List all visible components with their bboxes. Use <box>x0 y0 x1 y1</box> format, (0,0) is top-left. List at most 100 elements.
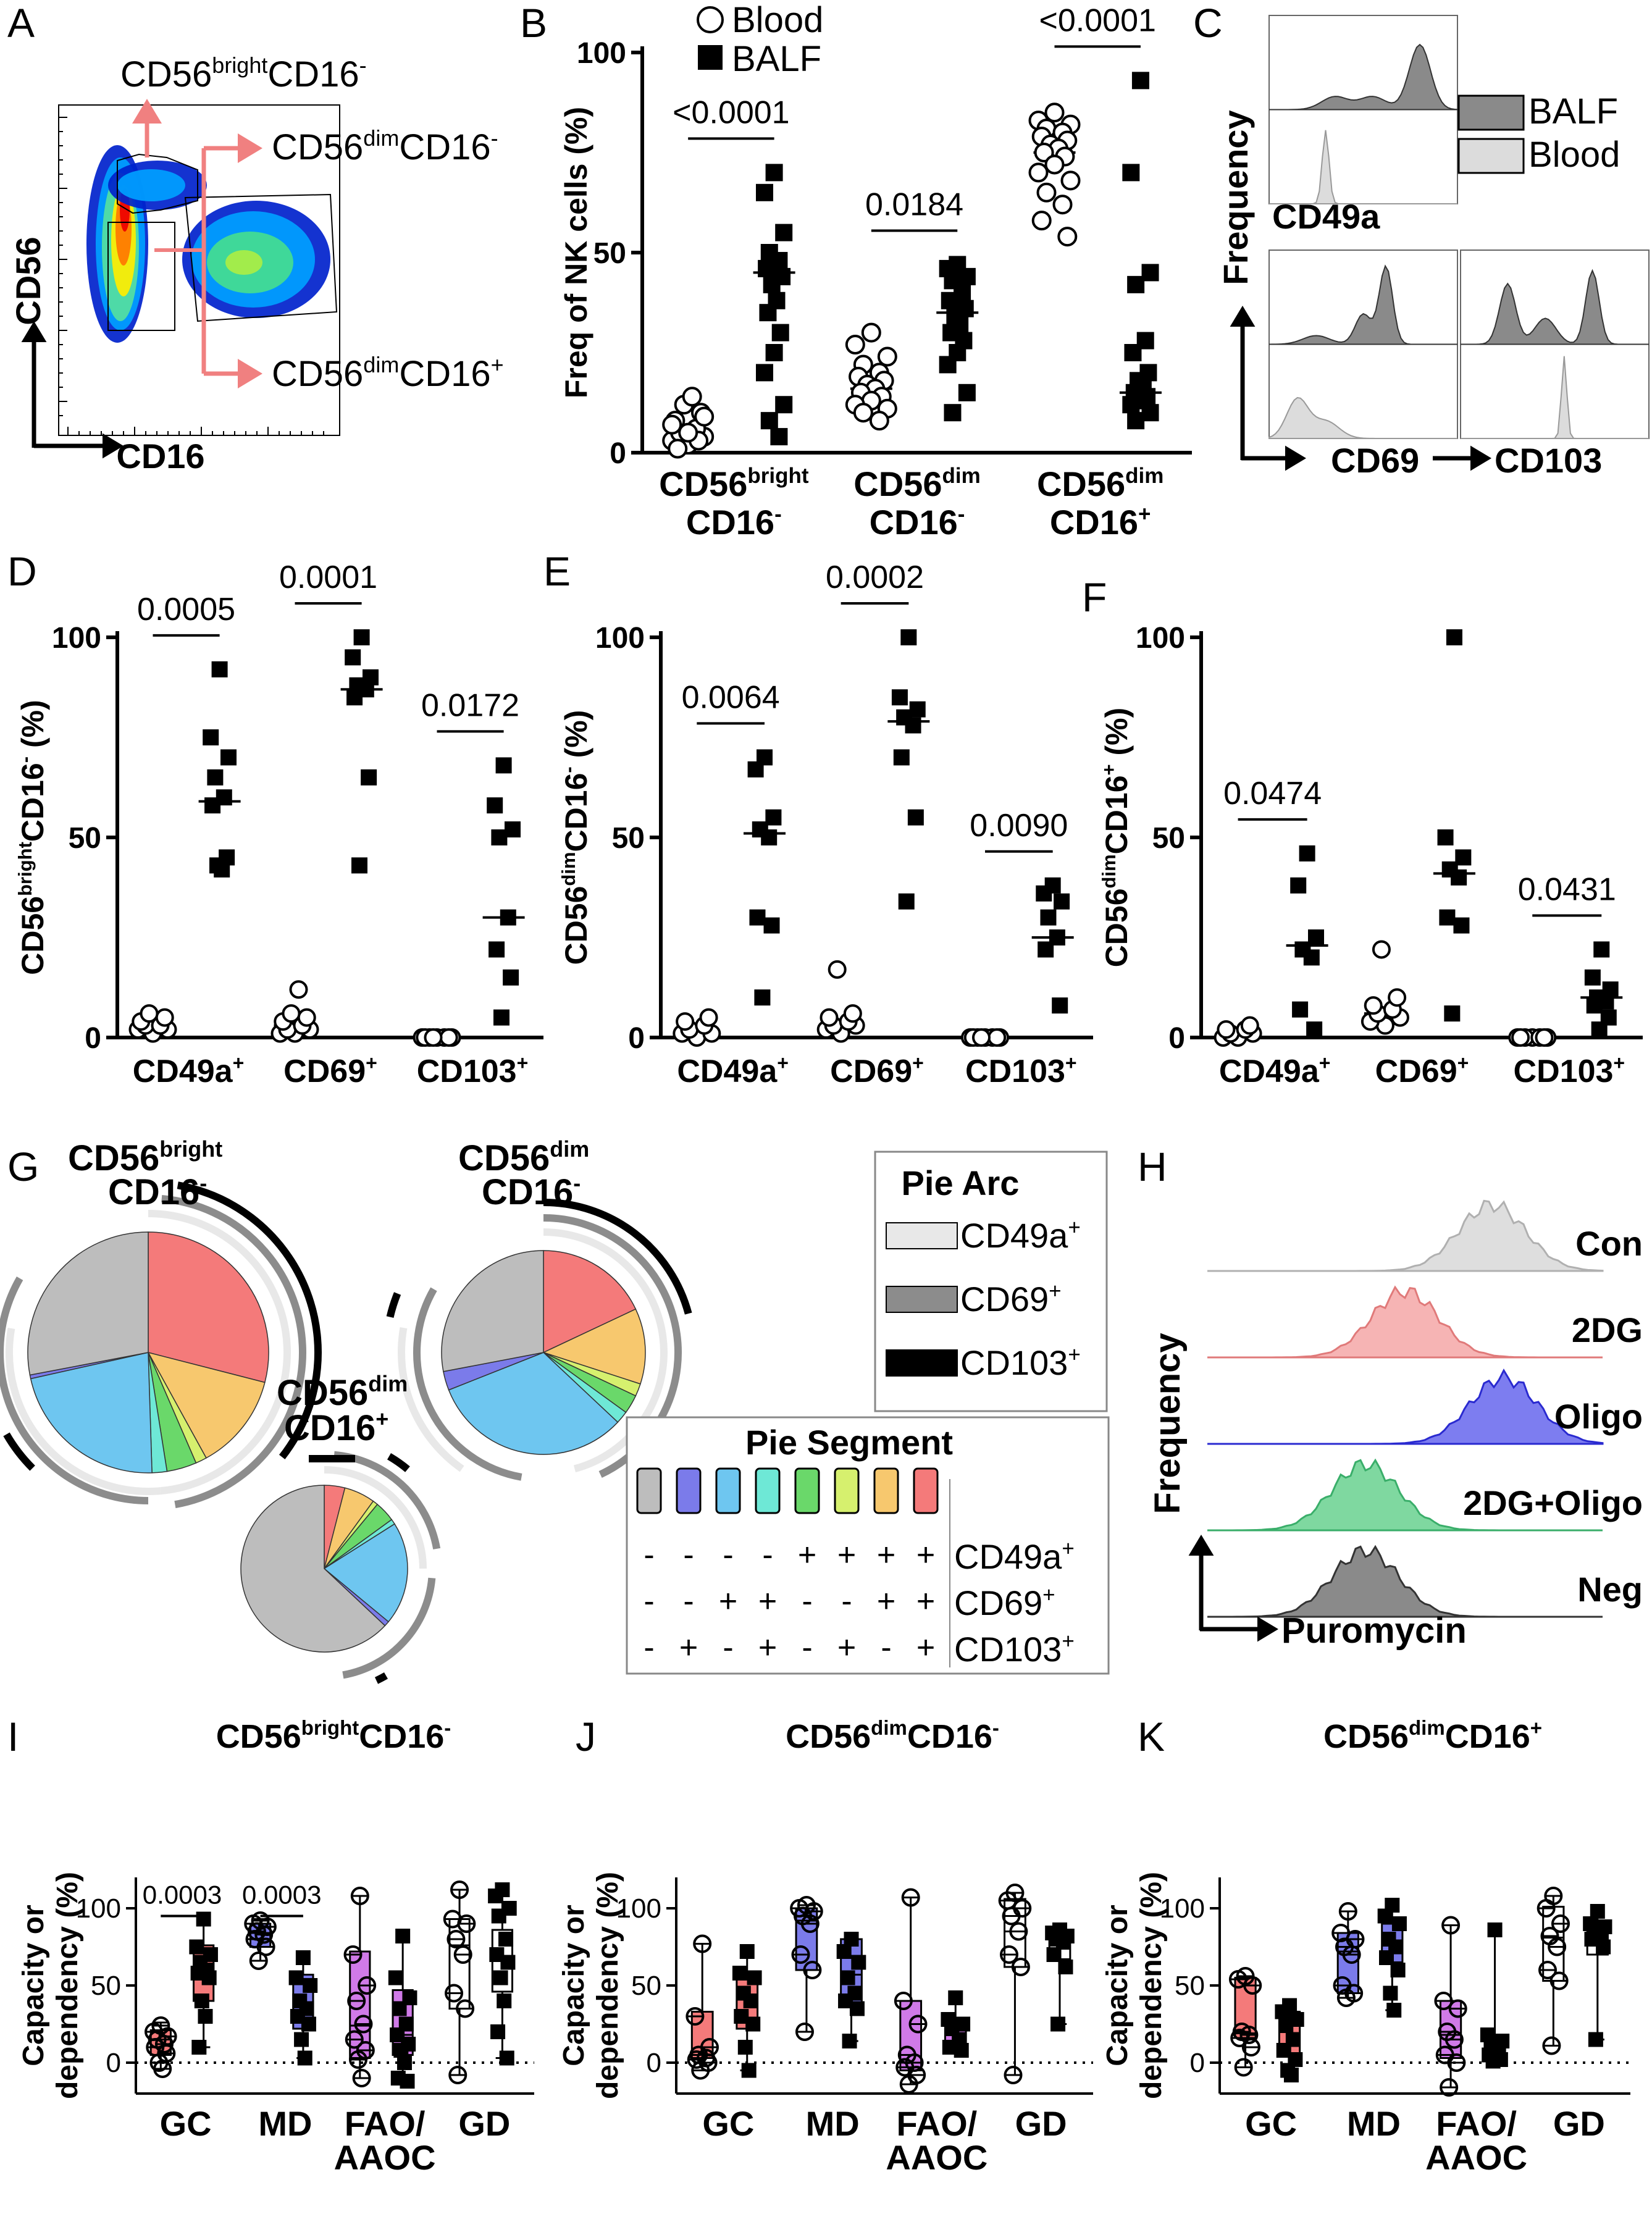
category-label: AAOC <box>886 2138 987 2177</box>
box-point <box>1338 1902 1357 1921</box>
superscript-text: + <box>1319 1052 1331 1074</box>
gate-label-dim-pos: CD56dimCD16+ <box>272 352 504 394</box>
box-point <box>1283 2068 1299 2082</box>
box-point <box>348 2050 367 2069</box>
superscript-text: + <box>1457 1052 1469 1074</box>
label-part: CD56 <box>458 1138 550 1178</box>
superscript-text: dim <box>871 1716 907 1739</box>
pie-slice <box>240 1485 386 1653</box>
arc-cd103 <box>386 1292 401 1319</box>
segment-sign: + <box>877 1583 895 1619</box>
superscript-text: dim <box>1125 464 1164 488</box>
box-point <box>1440 2078 1459 2097</box>
segment-legend-box <box>626 1416 1110 1675</box>
y-tick-label: 100 <box>1136 622 1185 655</box>
panel-letter-g: G <box>7 1144 39 1189</box>
blood-point <box>1036 182 1057 203</box>
segment-sign: - <box>644 1583 654 1619</box>
pie-title-line2: CD16+ <box>284 1406 388 1448</box>
blood-point <box>828 960 847 979</box>
blood-point <box>1240 1016 1259 1035</box>
p-value-label: <0.0001 <box>1039 2 1156 38</box>
arc-cd49a <box>6 1327 161 1495</box>
superscript-text: + <box>233 1052 245 1074</box>
balf-point <box>203 729 219 745</box>
segment-legend-swatch <box>794 1467 820 1514</box>
arc-cd103 <box>387 1453 410 1472</box>
superscript-text: - <box>444 1716 451 1739</box>
balf-point <box>211 661 228 677</box>
histogram-row-label: Oligo <box>1554 1397 1643 1436</box>
label-part: CD103 <box>954 1630 1062 1669</box>
balf-point <box>1453 917 1470 934</box>
segment-sign: + <box>916 1537 935 1573</box>
panel-letter-h: H <box>1138 1144 1167 1189</box>
arc-cd49a <box>324 1466 427 1569</box>
blood-point <box>439 1028 458 1047</box>
box-point <box>795 2023 814 2041</box>
label-part: CD16 <box>267 54 359 94</box>
balf-point <box>1122 164 1140 182</box>
gate-arrow-head <box>238 359 262 388</box>
panel-letter-j: J <box>576 1714 596 1759</box>
box-point <box>1275 2004 1290 2019</box>
y-tick-label: 100 <box>595 622 645 655</box>
superscript-text: dim <box>1409 1716 1445 1739</box>
box-point <box>836 1944 852 1959</box>
blood-point <box>1511 1028 1530 1047</box>
y-tick-label: 50 <box>1175 1971 1205 2001</box>
legend-label-balf: BALF <box>732 39 821 79</box>
marker-label-cd69: CD69 <box>1331 441 1419 480</box>
segment-sign: + <box>758 1583 777 1619</box>
pie-slice <box>323 1523 408 1623</box>
chart-panel-e: 0501000.0064CD49a+0.0002CD69+0.0090CD103… <box>558 560 1093 1089</box>
blood-point <box>699 1008 718 1027</box>
box-point <box>498 1932 514 1947</box>
segment-sign: - <box>762 1537 773 1573</box>
box-point <box>1050 2016 1066 2032</box>
segment-legend-swatch <box>715 1467 741 1514</box>
balf-point <box>214 861 230 878</box>
label-part: CD56 <box>1037 464 1125 503</box>
box-point <box>948 1990 963 2005</box>
category-label: CD16+ <box>1050 502 1151 542</box>
superscript-text: - <box>14 757 36 763</box>
y-axis-label: CD56dimCD16- (%) <box>558 710 593 965</box>
category-label: MD <box>1347 2104 1401 2143</box>
y-tick-label: 0 <box>106 2048 121 2078</box>
balf-point <box>1036 885 1052 902</box>
category-label: CD103+ <box>1514 1052 1625 1089</box>
blood-point <box>676 1012 695 1031</box>
balf-point <box>495 757 512 774</box>
superscript-text: + <box>366 1052 377 1074</box>
superscript-text: bright <box>159 1136 222 1162</box>
superscript-text: + <box>1530 1716 1542 1739</box>
superscript-text: - <box>558 766 579 773</box>
y-tick-label: 100 <box>52 622 101 655</box>
arc-legend-swatch <box>886 1349 958 1377</box>
box-point <box>1538 1961 1558 1979</box>
x-axis-label: CD16 <box>116 437 204 476</box>
box-point <box>1234 2058 1253 2077</box>
superscript-text: bright <box>212 52 267 78</box>
segment-sign: - <box>802 1583 812 1619</box>
box-point <box>732 1966 747 1981</box>
superscript-text: + <box>1049 1279 1061 1303</box>
gate-arrow-head <box>132 99 162 124</box>
blood-point <box>424 1028 443 1047</box>
category-label: CD49a+ <box>1219 1052 1331 1089</box>
label-part: CD69 <box>960 1280 1049 1319</box>
superscript-text: dim <box>368 1371 408 1396</box>
label-part: CD56 <box>120 54 212 94</box>
box-point <box>1009 1922 1028 1941</box>
y-tick-label: 50 <box>69 822 101 855</box>
superscript-text: + <box>1068 1215 1080 1239</box>
p-value-label: 0.0003 <box>143 1880 222 1910</box>
blood-point <box>853 403 873 423</box>
y-tick-label: 0 <box>647 2048 661 2078</box>
category-label: CD56bright <box>659 464 809 503</box>
y-axis-arrow-head <box>1188 1535 1214 1556</box>
y-axis-label: CD56 <box>9 237 48 325</box>
balf-point <box>747 761 764 778</box>
